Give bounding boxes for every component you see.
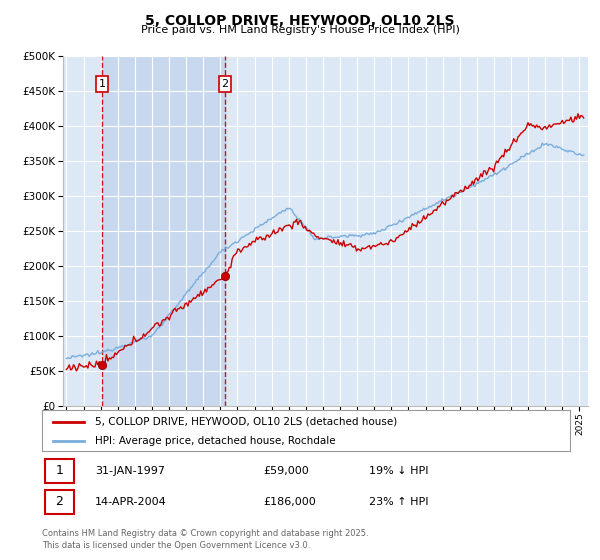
FancyBboxPatch shape [44,489,74,514]
Text: 31-JAN-1997: 31-JAN-1997 [95,466,165,476]
Bar [102,56,225,406]
Text: Price paid vs. HM Land Registry's House Price Index (HPI): Price paid vs. HM Land Registry's House … [140,25,460,35]
FancyBboxPatch shape [44,459,74,483]
Text: 1: 1 [55,464,63,478]
Text: 23% ↑ HPI: 23% ↑ HPI [370,497,429,507]
Text: 5, COLLOP DRIVE, HEYWOOD, OL10 2LS (detached house): 5, COLLOP DRIVE, HEYWOOD, OL10 2LS (deta… [95,417,397,427]
Text: £59,000: £59,000 [264,466,310,476]
Text: HPI: Average price, detached house, Rochdale: HPI: Average price, detached house, Roch… [95,436,335,446]
Text: 1: 1 [98,79,106,89]
Text: 5, COLLOP DRIVE, HEYWOOD, OL10 2LS: 5, COLLOP DRIVE, HEYWOOD, OL10 2LS [145,14,455,28]
Text: 2: 2 [55,495,63,508]
Text: 2: 2 [221,79,229,89]
Text: Contains HM Land Registry data © Crown copyright and database right 2025.
This d: Contains HM Land Registry data © Crown c… [42,529,368,550]
Text: 19% ↓ HPI: 19% ↓ HPI [370,466,429,476]
Text: 14-APR-2004: 14-APR-2004 [95,497,167,507]
Text: £186,000: £186,000 [264,497,317,507]
